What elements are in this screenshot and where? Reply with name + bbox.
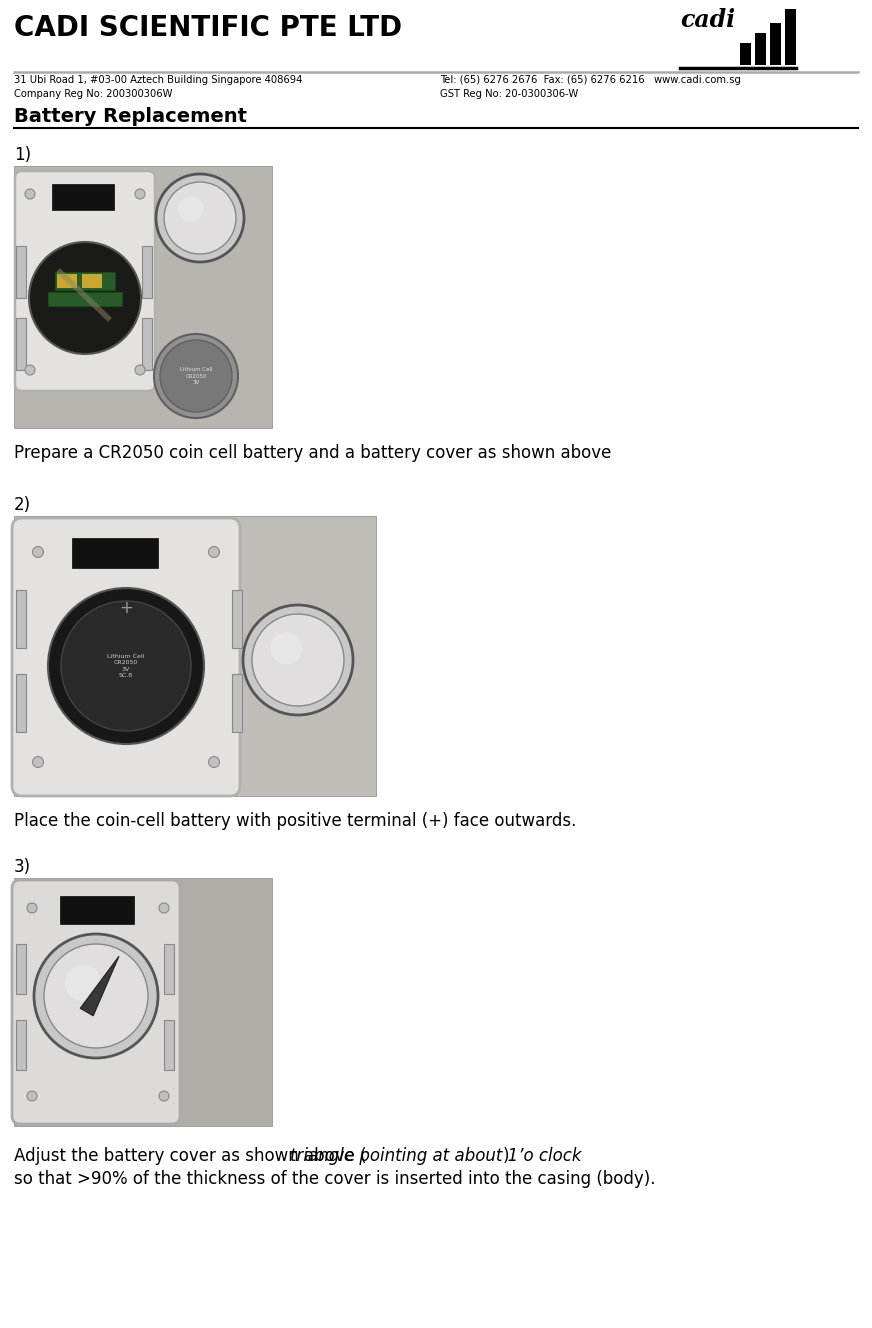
Circle shape [27, 903, 37, 914]
Circle shape [243, 606, 353, 714]
Circle shape [25, 365, 35, 374]
FancyBboxPatch shape [12, 880, 180, 1123]
Bar [72, 538, 158, 568]
Bar [770, 23, 781, 65]
Circle shape [179, 197, 203, 222]
Bar [16, 1020, 26, 1070]
Bar [232, 590, 242, 648]
Circle shape [159, 903, 169, 914]
Bar [755, 33, 766, 65]
Text: Place the coin-cell battery with positive terminal (+) face outwards.: Place the coin-cell battery with positiv… [14, 811, 576, 830]
Circle shape [29, 242, 141, 355]
Text: cadi: cadi [680, 8, 735, 32]
Circle shape [208, 547, 220, 558]
Text: Lithium Cell
CR2050
3V
SC.8: Lithium Cell CR2050 3V SC.8 [107, 653, 145, 679]
Text: Lithium Cell
CR2050
3V: Lithium Cell CR2050 3V [180, 367, 212, 385]
Text: so that >90% of the thickness of the cover is inserted into the casing (body).: so that >90% of the thickness of the cov… [14, 1170, 656, 1189]
Text: Battery Replacement: Battery Replacement [14, 108, 247, 126]
Bar [52, 185, 114, 210]
Text: +: + [119, 599, 133, 618]
FancyBboxPatch shape [48, 292, 122, 305]
Circle shape [48, 588, 204, 744]
Circle shape [270, 632, 303, 664]
Text: GST Reg No: 20-0300306-W: GST Reg No: 20-0300306-W [440, 89, 578, 100]
Circle shape [135, 189, 145, 199]
Text: Adjust the battery cover as shown above (: Adjust the battery cover as shown above … [14, 1147, 366, 1165]
Circle shape [32, 757, 44, 768]
Text: 3): 3) [14, 858, 31, 876]
Circle shape [208, 757, 220, 768]
Circle shape [156, 174, 244, 262]
Text: Tel: (65) 6276 2676  Fax: (65) 6276 6216   www.cadi.com.sg: Tel: (65) 6276 2676 Fax: (65) 6276 6216 … [440, 74, 741, 85]
Circle shape [159, 1092, 169, 1101]
Text: 1): 1) [14, 146, 31, 163]
Bar [142, 317, 152, 371]
Bar [14, 517, 376, 795]
Text: triangle pointing at about 1’o clock: triangle pointing at about 1’o clock [290, 1147, 581, 1165]
Bar [16, 246, 26, 297]
Polygon shape [80, 956, 119, 1016]
Bar [164, 1020, 174, 1070]
Bar [16, 590, 26, 648]
Circle shape [44, 944, 148, 1048]
Bar [14, 166, 272, 428]
Text: Company Reg No: 200300306W: Company Reg No: 200300306W [14, 89, 173, 100]
Text: 2): 2) [14, 495, 31, 514]
FancyBboxPatch shape [15, 171, 155, 390]
Text: CADI SCIENTIFIC PTE LTD: CADI SCIENTIFIC PTE LTD [14, 15, 402, 42]
Bar [16, 944, 26, 993]
Bar [60, 896, 134, 924]
Text: ): ) [502, 1147, 509, 1165]
Circle shape [164, 182, 236, 254]
Circle shape [252, 614, 344, 706]
Circle shape [27, 1092, 37, 1101]
Circle shape [154, 335, 238, 418]
FancyBboxPatch shape [57, 274, 77, 288]
Text: Prepare a CR2050 coin cell battery and a battery cover as shown above: Prepare a CR2050 coin cell battery and a… [14, 444, 611, 462]
Bar [785, 9, 796, 65]
Circle shape [160, 340, 232, 412]
Bar [16, 675, 26, 732]
Text: 31 Ubi Road 1, #03-00 Aztech Building Singapore 408694: 31 Ubi Road 1, #03-00 Aztech Building Si… [14, 74, 303, 85]
Circle shape [25, 189, 35, 199]
Circle shape [34, 934, 158, 1058]
Bar [232, 675, 242, 732]
FancyBboxPatch shape [55, 272, 115, 290]
Circle shape [32, 547, 44, 558]
Circle shape [135, 365, 145, 374]
Bar [740, 42, 751, 65]
Bar [164, 944, 174, 993]
FancyBboxPatch shape [82, 274, 102, 288]
FancyBboxPatch shape [12, 518, 240, 795]
Circle shape [65, 965, 101, 1001]
Circle shape [61, 602, 191, 730]
Bar [142, 246, 152, 297]
Bar [16, 317, 26, 371]
Bar [14, 878, 272, 1126]
